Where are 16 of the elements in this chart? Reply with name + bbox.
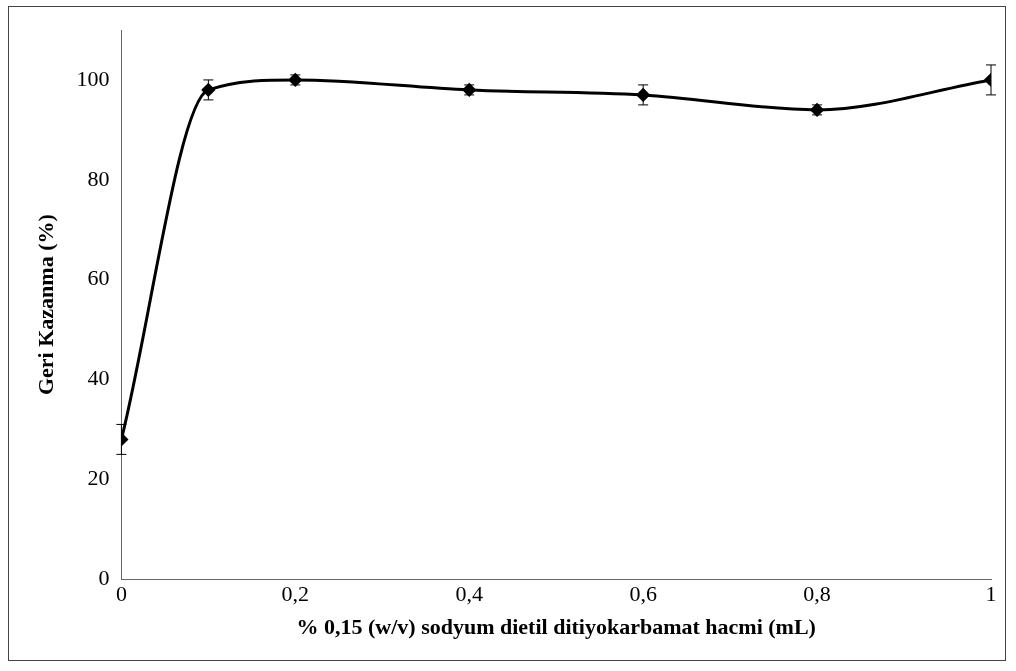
x-tick-label: 0 [115,581,127,607]
y-tick-label: 20 [87,465,110,491]
x-tick-label: 0,8 [803,581,831,607]
x-tick-label: 0,2 [281,581,310,607]
y-tick-label: 40 [87,365,110,391]
x-tick-label: 0,6 [629,581,657,607]
x-tick-label: 0,4 [455,581,483,607]
y-tick-label: 80 [87,165,110,191]
y-tick-label: 60 [87,265,110,291]
x-axis-title: % 0,15 (w/v) sodyum dietil ditiyokarbamat hacmi (mL) [296,614,816,640]
y-tick-label: 0 [98,564,110,590]
y-tick-label: 100 [76,65,110,91]
x-tick-label: 1 [985,581,997,607]
y-axis-title: Geri Kazanma (%) [32,214,58,396]
point [201,83,215,97]
point [636,88,650,102]
